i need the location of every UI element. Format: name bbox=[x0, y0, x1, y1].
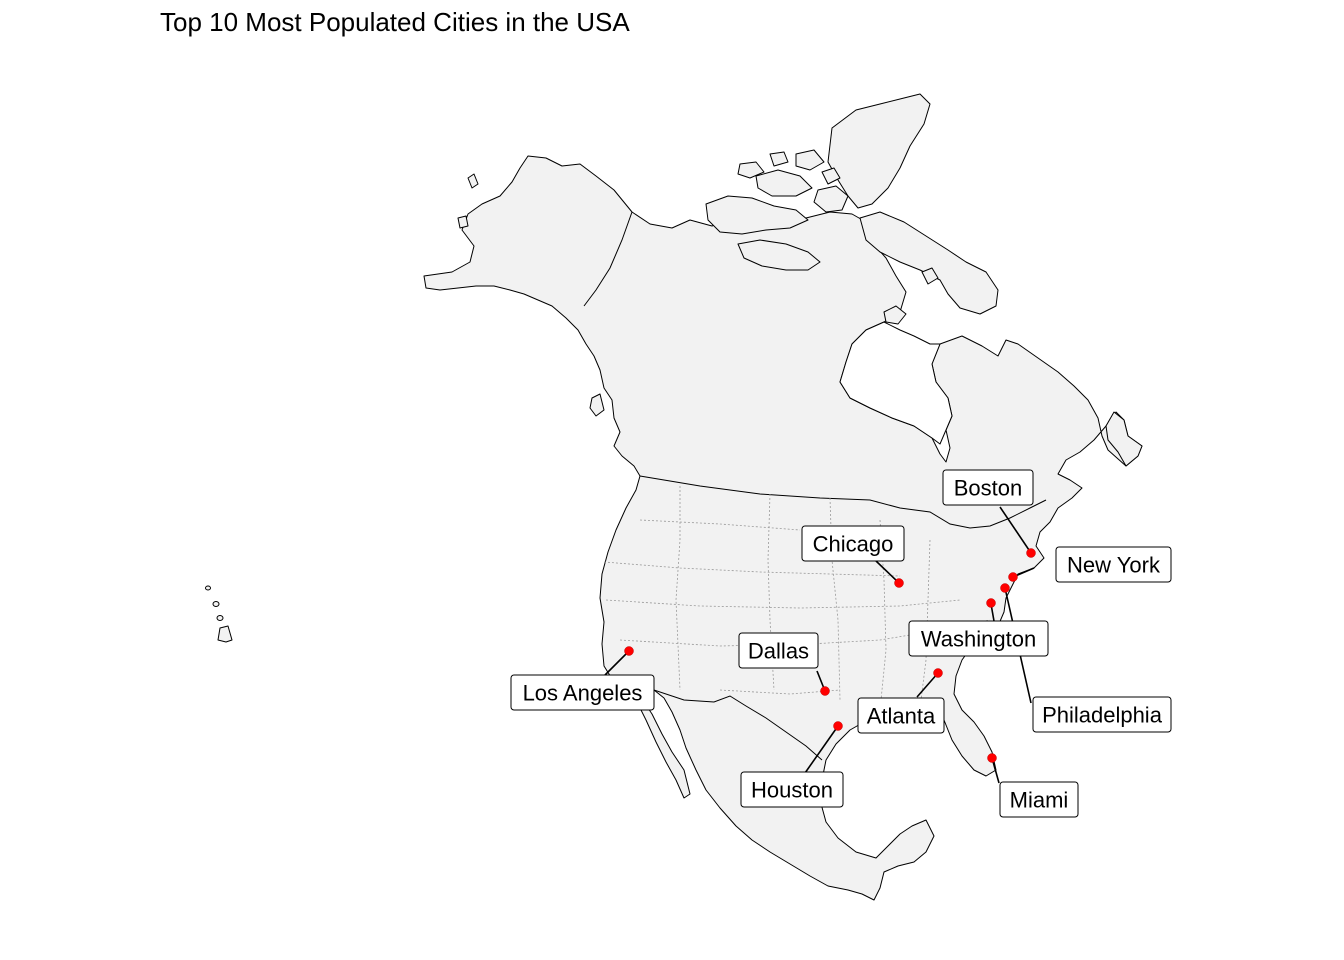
city-point-chicago bbox=[894, 578, 904, 588]
city-label-box bbox=[1055, 546, 1172, 583]
city-label-text: Atlanta bbox=[867, 704, 936, 729]
city-label-box bbox=[908, 620, 1049, 657]
city-label-text: Washington bbox=[921, 627, 1036, 652]
city-label-text: Chicago bbox=[813, 532, 894, 557]
city-point-houston bbox=[833, 721, 843, 731]
city-label-chicago: Chicago bbox=[801, 525, 905, 562]
city-point-miami bbox=[987, 753, 997, 763]
city-label-box bbox=[942, 469, 1034, 506]
city-label-box bbox=[801, 525, 905, 562]
city-label-washington: Washington bbox=[908, 620, 1049, 657]
city-point-los-angeles bbox=[624, 646, 634, 656]
city-label-text: Philadelphia bbox=[1042, 703, 1163, 728]
city-label-box bbox=[999, 781, 1079, 818]
city-label-new-york: New York bbox=[1055, 546, 1172, 583]
city-point-dallas bbox=[820, 686, 830, 696]
city-label-atlanta: Atlanta bbox=[857, 697, 945, 734]
arctic-archipelago bbox=[457, 93, 1143, 467]
city-label-houston: Houston bbox=[740, 771, 844, 808]
city-label-text: Boston bbox=[954, 476, 1023, 501]
city-label-boston: Boston bbox=[942, 469, 1034, 506]
map-title: Top 10 Most Populated Cities in the USA bbox=[160, 7, 630, 37]
city-label-text: Miami bbox=[1010, 788, 1069, 813]
city-label-text: Houston bbox=[751, 778, 833, 803]
country-borders bbox=[583, 211, 1047, 761]
city-label-miami: Miami bbox=[999, 781, 1079, 818]
city-point-boston bbox=[1026, 548, 1036, 558]
city-label-box bbox=[738, 632, 819, 669]
city-point-new-york bbox=[1008, 572, 1018, 582]
city-point-atlanta bbox=[933, 668, 943, 678]
city-label-text: Los Angeles bbox=[523, 681, 643, 706]
city-label-los-angeles: Los Angeles bbox=[510, 674, 655, 711]
hawaii-islands bbox=[205, 585, 233, 643]
city-point-washington bbox=[986, 598, 996, 608]
city-label-box bbox=[740, 771, 844, 808]
city-labels: New York Los Angeles Chicago Houston Philade… bbox=[510, 469, 1172, 818]
city-label-philadelphia: Philadelphia bbox=[1032, 696, 1172, 733]
city-label-text: New York bbox=[1067, 553, 1161, 578]
city-points bbox=[624, 548, 1036, 763]
city-label-dallas: Dallas bbox=[738, 632, 819, 669]
city-label-text: Dallas bbox=[748, 639, 809, 664]
city-label-box bbox=[510, 674, 655, 711]
city-label-box bbox=[857, 697, 945, 734]
hudson-bay bbox=[839, 321, 953, 445]
city-label-box bbox=[1032, 696, 1172, 733]
city-point-philadelphia bbox=[1000, 583, 1010, 593]
